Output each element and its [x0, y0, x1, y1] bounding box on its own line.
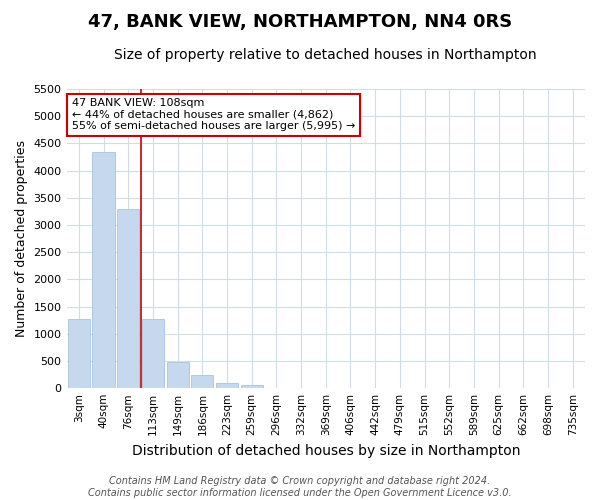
Bar [241, 386, 263, 388]
Bar [216, 382, 238, 388]
X-axis label: Distribution of detached houses by size in Northampton: Distribution of detached houses by size … [131, 444, 520, 458]
Text: 47 BANK VIEW: 108sqm
← 44% of detached houses are smaller (4,862)
55% of semi-de: 47 BANK VIEW: 108sqm ← 44% of detached h… [72, 98, 355, 131]
Bar [167, 362, 189, 388]
Bar [117, 208, 139, 388]
Bar [92, 152, 115, 388]
Title: Size of property relative to detached houses in Northampton: Size of property relative to detached ho… [115, 48, 537, 62]
Y-axis label: Number of detached properties: Number of detached properties [15, 140, 28, 337]
Bar [191, 375, 214, 388]
Text: Contains HM Land Registry data © Crown copyright and database right 2024.
Contai: Contains HM Land Registry data © Crown c… [88, 476, 512, 498]
Bar [142, 318, 164, 388]
Bar [68, 318, 90, 388]
Text: 47, BANK VIEW, NORTHAMPTON, NN4 0RS: 47, BANK VIEW, NORTHAMPTON, NN4 0RS [88, 12, 512, 30]
